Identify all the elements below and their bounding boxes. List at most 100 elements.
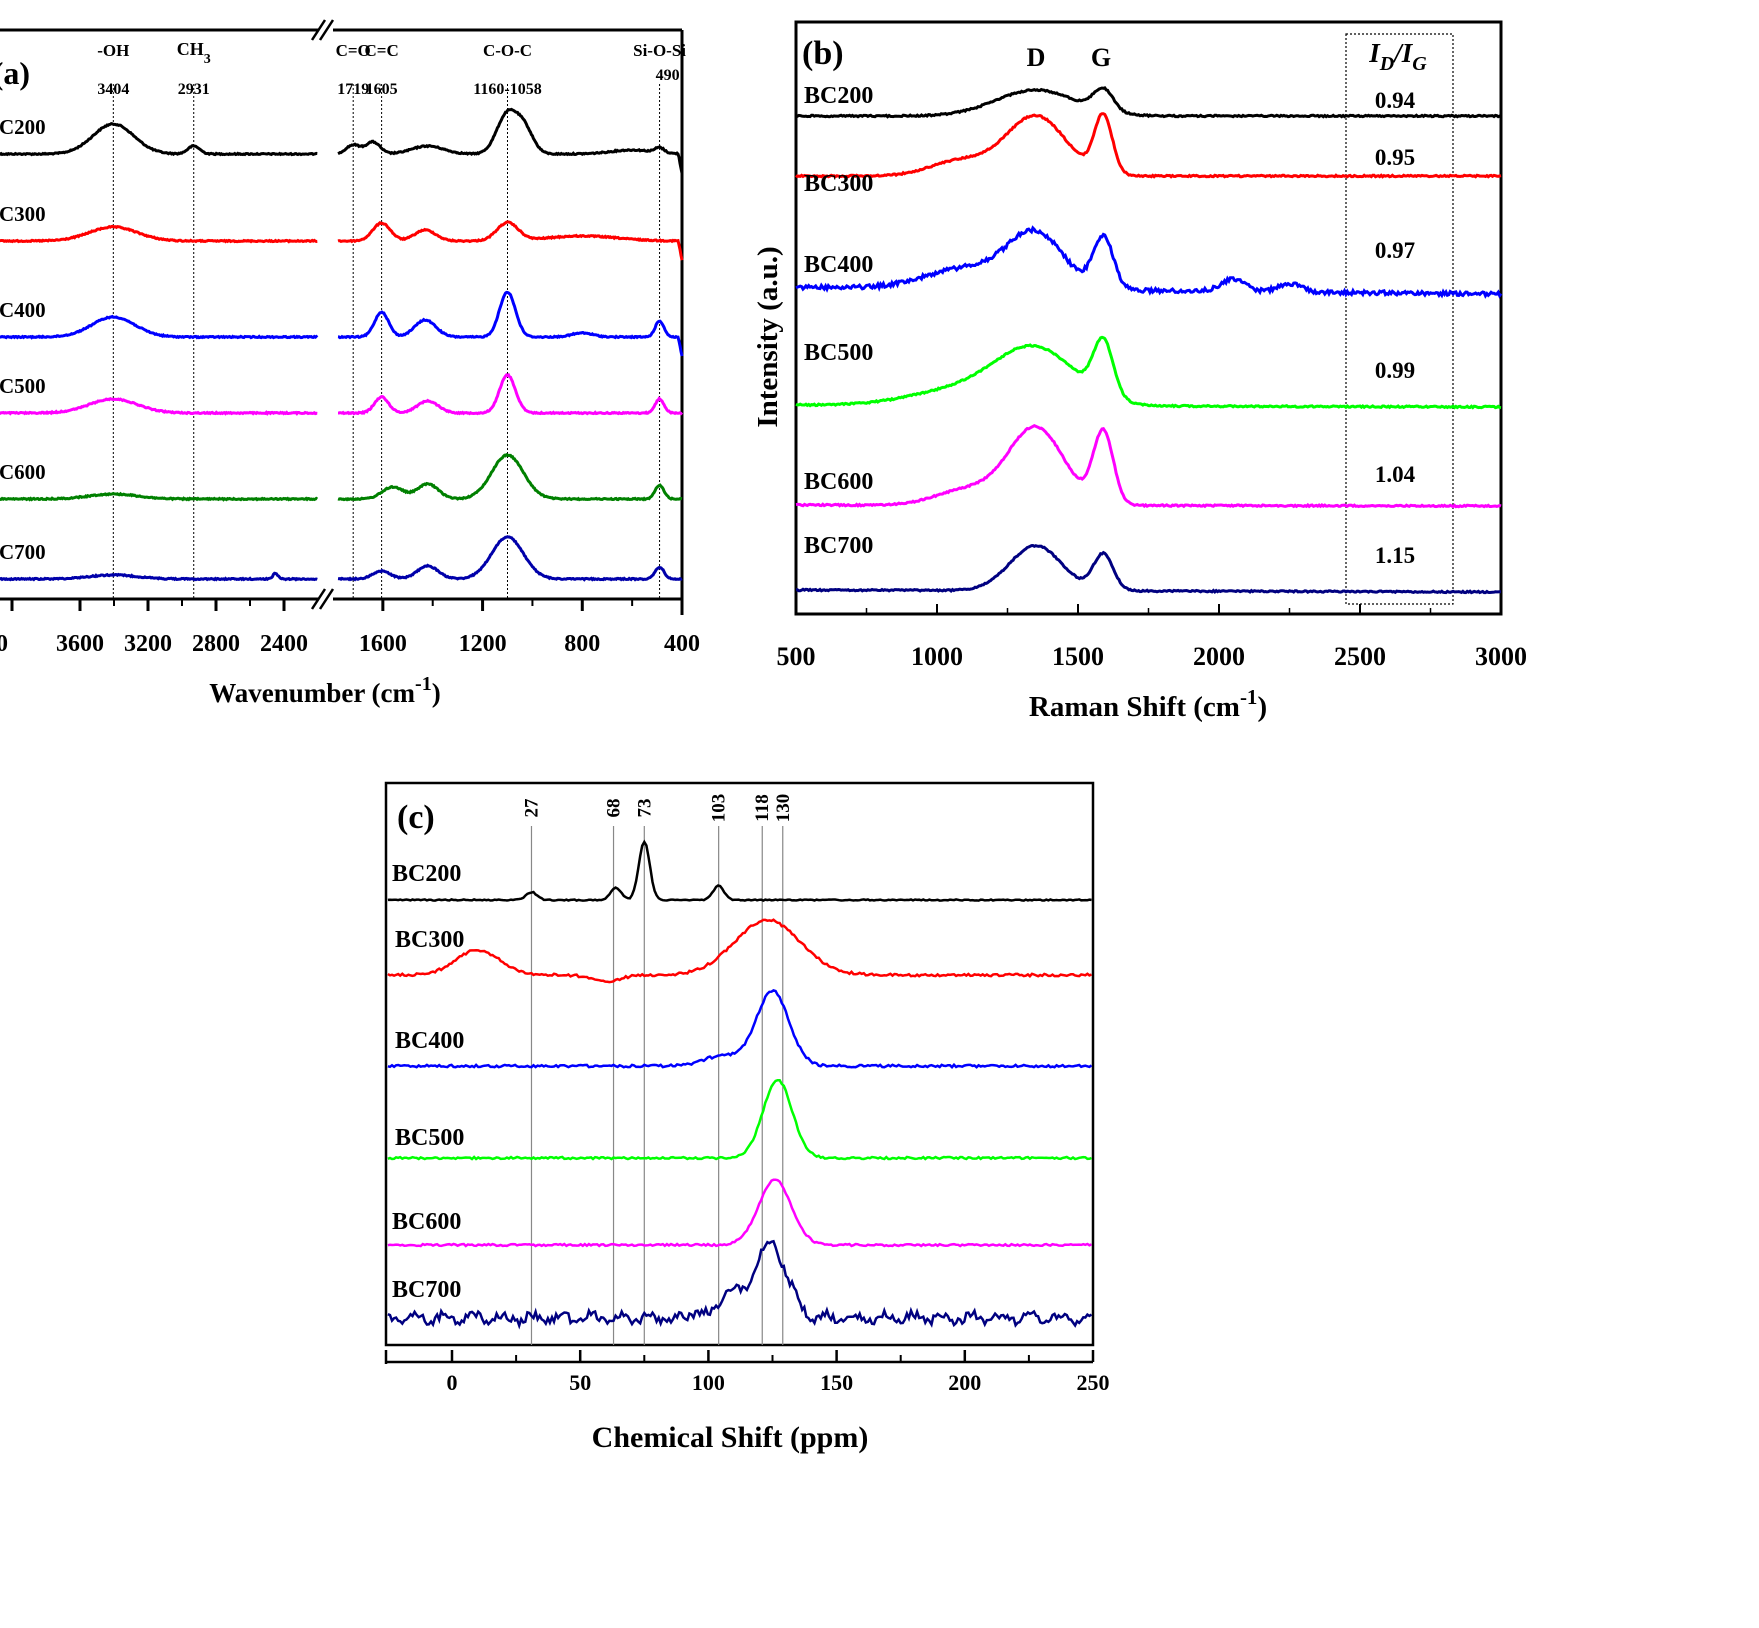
panel-a-annotation-label: Si-O-Si — [633, 41, 686, 60]
panel-c-reference-label: 103 — [709, 794, 730, 823]
panel-b-series-line-BC300 — [795, 112, 1502, 179]
panel-c-x-tick-label: 250 — [1077, 1370, 1110, 1395]
panel-a-series-line-BC400 — [337, 290, 684, 357]
panel-a-series-line-BC300 — [0, 224, 318, 244]
panel-c-series-label: BC700 — [392, 1277, 461, 1303]
panel-b-x-tick-label: 2000 — [1193, 642, 1245, 671]
panel-c-series-line-BC700 — [387, 1239, 1093, 1330]
panel-a-annotation-label: CH3 — [177, 39, 211, 67]
panel-a-x-axis-title: Wavenumber (cm-1) — [209, 673, 440, 708]
panel-b-series-label: BC200 — [804, 83, 873, 109]
panel-a-annotation-label: C-O-C — [483, 41, 532, 60]
panel-a-series-line-BC700 — [337, 535, 683, 582]
panel-a-annotation-label: -OH — [97, 41, 129, 60]
panel-a-x-tick-label: 1600 — [359, 631, 407, 657]
panel-a-axis-break-mark — [310, 588, 327, 610]
panel-b-ratio-value: 0.94 — [1375, 88, 1416, 113]
panel-c-x-tick-label: 100 — [692, 1370, 725, 1395]
panel-c-x-axis-title: Chemical Shift (ppm) — [592, 1421, 869, 1454]
panel-c-series-line-BC600 — [387, 1178, 1092, 1248]
panel-b-series-line-BC400 — [795, 225, 1503, 299]
panel-a-annotation-value: 1160-1058 — [473, 81, 541, 98]
panel-a-series-line-BC600 — [337, 452, 683, 502]
panel-b-ratio-value: 1.04 — [1375, 462, 1416, 487]
panel-c-series-line-BC200 — [387, 839, 1092, 902]
panel-b-ratio-value: 0.99 — [1375, 358, 1415, 383]
panel-b-label: (b) — [802, 35, 844, 72]
panel-a-series-label: C700 — [0, 540, 46, 564]
panel-a-x-tick-label: 2400 — [260, 631, 308, 657]
panel-b-ratio-value: 1.15 — [1375, 543, 1415, 568]
panel-b-x-axis-title-part: Raman Shift (cm — [1029, 691, 1240, 723]
panel-a-annotation-value: 1719 — [337, 81, 369, 98]
panel-b-series-line-BC700 — [796, 543, 1502, 595]
panel-b-peak-label: D — [1027, 43, 1046, 72]
panel-c-x-tick-label: 150 — [820, 1370, 853, 1395]
panel-a-series-label: C300 — [0, 202, 46, 226]
panel-c-reference-label: 73 — [634, 799, 655, 818]
panel-a-x-tick-label: 3600 — [56, 631, 104, 657]
panel-c-series-label: BC200 — [392, 861, 461, 887]
panel-c-reference-label: 118 — [752, 794, 773, 821]
panel-a-annotation-label-part: 3 — [204, 52, 211, 67]
panel-b-x-axis-title-part: -1 — [1240, 685, 1258, 709]
panel-b-x-tick-label: 1500 — [1052, 642, 1104, 671]
panel-a-series-line-BC600 — [0, 491, 319, 502]
panel-c-series-label: BC600 — [392, 1209, 461, 1235]
panel-a-x-axis-title-part: ) — [432, 678, 441, 708]
panel-a-x-tick-label: 0 — [0, 631, 8, 657]
panel-b-x-axis-title-part: ) — [1257, 691, 1267, 723]
panel-a-series-label: C500 — [0, 374, 46, 398]
panel-c-series-line-BC400 — [387, 989, 1093, 1070]
panel-c-plot-frame — [384, 781, 1095, 1347]
panel-c-label: (c) — [397, 799, 435, 836]
panel-a-annotation-label: C=O — [336, 41, 371, 60]
panel-a-annotation-label: C=C — [364, 41, 398, 60]
panel-c-series-label: BC300 — [395, 927, 464, 953]
panel-a-series-line-BC300 — [337, 220, 684, 261]
panel-a-x-tick-label: 1200 — [459, 631, 507, 657]
panel-b-ratio-box — [1345, 33, 1454, 605]
panel-a-label: (a) — [0, 55, 30, 91]
panel-b-x-tick-label: 500 — [777, 642, 816, 671]
panel-a-axis-break-mark — [318, 19, 335, 41]
panel-b-series-label: BC500 — [804, 340, 873, 366]
panel-b-ratio-value: 0.95 — [1375, 145, 1415, 170]
panel-c-series-line-BC500 — [387, 1078, 1092, 1161]
panel-a-x-axis-title-part: -1 — [415, 673, 432, 695]
panel-b-ratio-header-part: /I — [1392, 38, 1414, 68]
panel-b-series-label: BC300 — [804, 171, 873, 197]
panel-a-annotation-value: 3404 — [97, 81, 129, 98]
panel-c-series-label: BC500 — [395, 1125, 464, 1151]
panel-a-x-tick-label: 800 — [564, 631, 600, 657]
panel-c-reference-label: 130 — [773, 794, 794, 823]
panel-c-reference-label: 68 — [604, 799, 625, 818]
panel-c-series-label: BC400 — [395, 1028, 464, 1054]
panel-a-series-line-BC200 — [0, 122, 318, 157]
panel-c-x-tick-label: 50 — [569, 1370, 591, 1395]
panel-b-x-tick-label: 2500 — [1334, 642, 1386, 671]
panel-b-series-line-BC200 — [795, 86, 1502, 119]
panel-a-x-tick-label: 3200 — [124, 631, 172, 657]
panel-b-series-label: BC600 — [804, 469, 873, 495]
panel-b-ratio-header-part: G — [1412, 53, 1427, 75]
panel-c-x-tick-label: 0 — [447, 1370, 458, 1395]
panel-b-x-axis-title: Raman Shift (cm-1) — [1029, 685, 1267, 723]
panel-b-x-tick-label: 1000 — [911, 642, 963, 671]
panel-a-annotation-value: 1605 — [366, 81, 398, 98]
panel-c-series-line-BC300 — [387, 918, 1092, 984]
panel-b-ratio-header-part: I — [1368, 38, 1381, 68]
panel-a-series-line-BC500 — [338, 372, 684, 416]
panel-a-annotation-value: 2931 — [178, 81, 210, 98]
panel-a-annotation-label-part: CH — [177, 39, 204, 59]
panel-b-peak-label: G — [1091, 43, 1111, 72]
panel-b-series-line-BC600 — [795, 424, 1502, 509]
panel-b-ratio-header-part: D — [1379, 53, 1394, 75]
panel-a-x-tick-label: 2800 — [192, 631, 240, 657]
panel-b-ratio-value: 0.97 — [1375, 238, 1415, 263]
panel-a-annotation-value: 490 — [656, 67, 680, 84]
panel-a-series-line-BC400 — [0, 314, 319, 340]
panel-a-x-axis-title-part: Wavenumber (cm — [209, 678, 415, 708]
panel-b-series-label: BC400 — [804, 252, 873, 278]
panel-c-reference-label: 27 — [521, 798, 542, 818]
